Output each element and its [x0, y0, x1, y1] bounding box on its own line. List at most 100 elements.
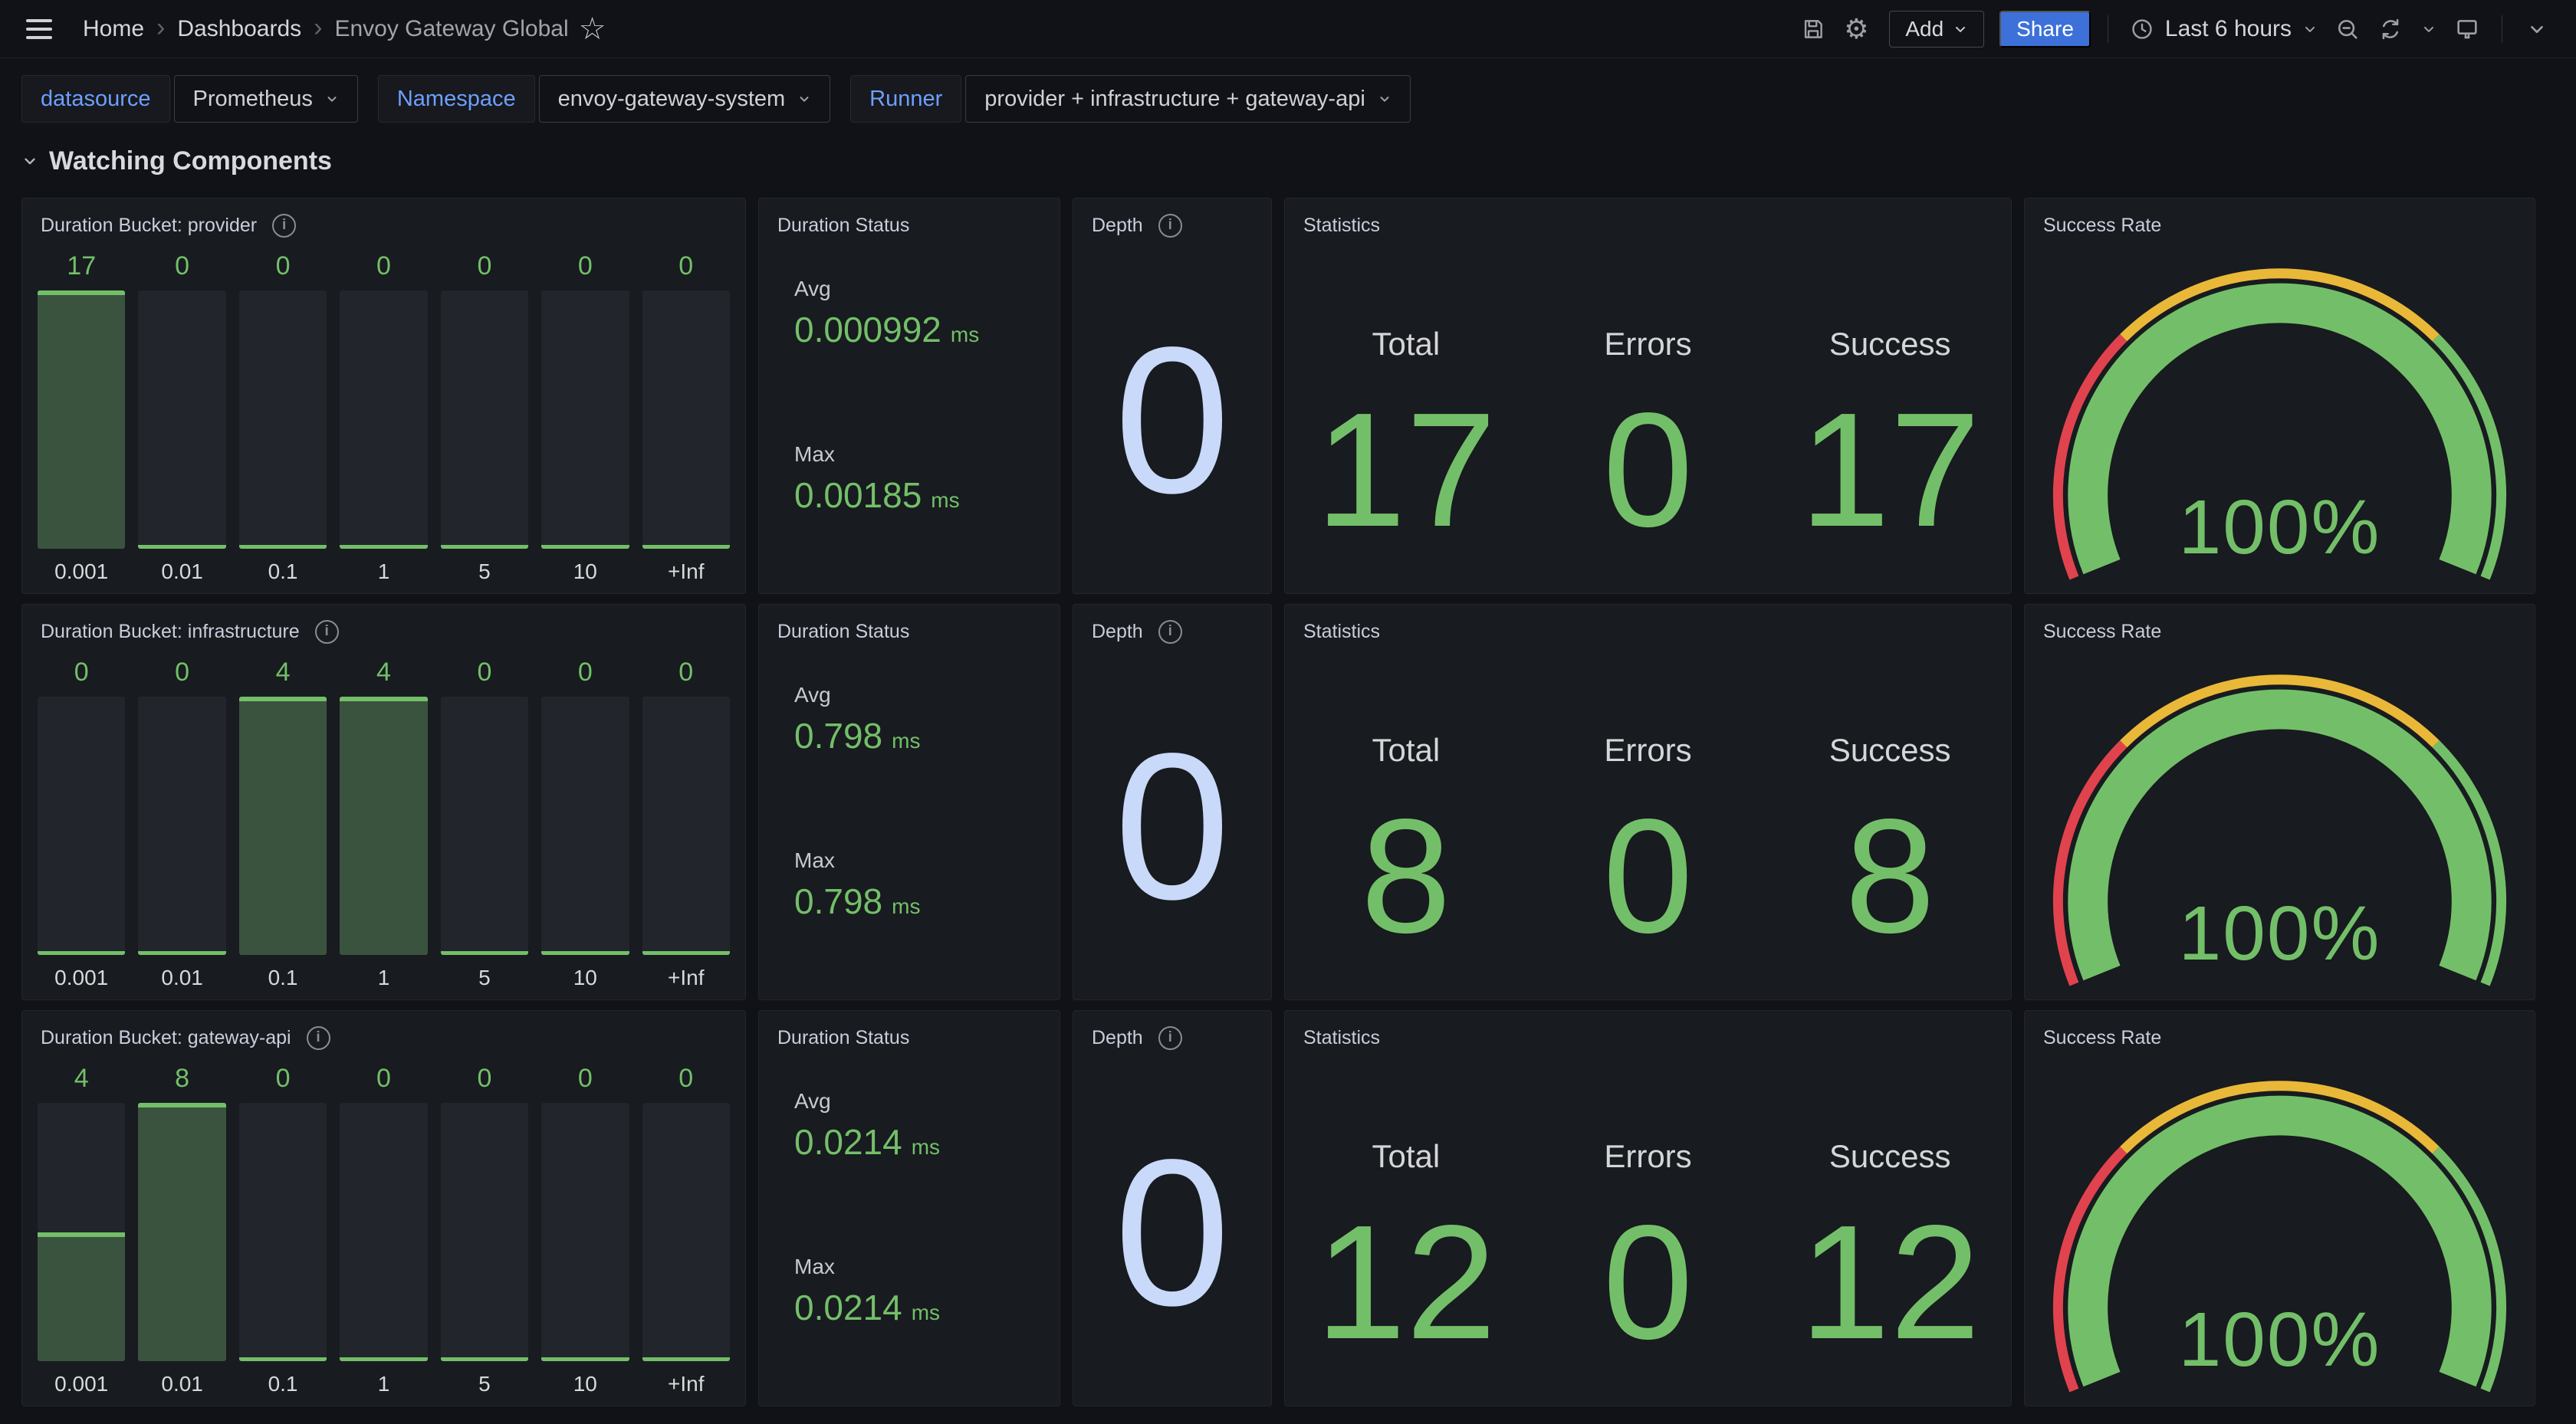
add-button[interactable]: Add: [1889, 10, 1985, 48]
info-icon[interactable]: i: [1158, 213, 1182, 238]
panel-header[interactable]: Depth i: [1073, 199, 1271, 246]
variable-label-runner[interactable]: Runner: [850, 75, 962, 123]
stat-value: 12: [1315, 1191, 1497, 1373]
chevron-down-icon: [2424, 26, 2433, 32]
info-icon[interactable]: i: [314, 619, 339, 644]
breadcrumb-dashboards[interactable]: Dashboards: [177, 15, 302, 41]
depth-stat: 0: [1073, 652, 1271, 999]
stat-value: 0.00185 ms: [794, 475, 960, 515]
panel-duration-bucket: Duration Bucket: infrastructure i 0 0.001…: [21, 604, 746, 1000]
variable-value-namespace[interactable]: envoy-gateway-system: [538, 75, 831, 123]
dashboard-variables-bar: datasource Prometheus Namespace envoy-ga…: [0, 58, 2576, 135]
zoom-out-time-button[interactable]: [2330, 11, 2365, 47]
bar-value-label: 0: [678, 251, 694, 281]
bucket-bar: 0 10: [541, 246, 629, 587]
panel-header[interactable]: Success Rate: [2025, 605, 2535, 652]
stat-label: Errors: [1604, 326, 1692, 362]
panel-header[interactable]: Depth i: [1073, 1011, 1271, 1058]
bucket-label: 0.1: [268, 559, 298, 583]
stat-label: Success: [1829, 732, 1951, 768]
favorite-star-button[interactable]: ☆: [575, 11, 610, 47]
panel-title: Depth: [1092, 214, 1143, 236]
stat-total: Total 12: [1285, 1138, 1527, 1406]
share-button[interactable]: Share: [1999, 10, 2091, 48]
collapse-toolbar-button[interactable]: [2519, 11, 2555, 47]
gauge-value: 100%: [2178, 484, 2381, 570]
bar-track: [541, 1103, 629, 1361]
panel-success-rate: Success Rate 100%: [2024, 198, 2535, 594]
stat-value: 12: [1799, 1191, 1981, 1373]
bar-fill: [138, 951, 226, 955]
panel-header[interactable]: Duration Status: [759, 605, 1060, 652]
panel-header[interactable]: Depth i: [1073, 605, 1271, 652]
bucket-label: 0.1: [268, 966, 298, 989]
stat-label: Total: [1372, 1138, 1441, 1174]
panel-title: Depth: [1092, 620, 1143, 642]
stat-label: Success: [1829, 326, 1951, 362]
info-icon[interactable]: i: [306, 1025, 330, 1050]
stat-value: 0.000992 ms: [794, 310, 980, 349]
info-icon[interactable]: i: [272, 213, 297, 238]
panel-header[interactable]: Statistics: [1285, 1011, 2011, 1058]
panel-header[interactable]: Success Rate: [2025, 1011, 2535, 1058]
bar-fill: [440, 1357, 529, 1361]
chevron-down-icon: [1380, 97, 1389, 102]
panel-depth: Depth i 0: [1073, 1010, 1272, 1406]
refresh-button[interactable]: [2373, 11, 2408, 47]
bucket-label: 0.001: [54, 559, 109, 583]
panel-header[interactable]: Duration Bucket: gateway-api i: [22, 1011, 745, 1058]
monitor-icon: [2457, 19, 2477, 38]
panel-header[interactable]: Success Rate: [2025, 199, 2535, 246]
bar-value-label: 0: [275, 1063, 291, 1093]
variable-datasource: datasource Prometheus: [21, 75, 358, 123]
panel-header[interactable]: Duration Status: [759, 1011, 1060, 1058]
panel-header[interactable]: Duration Status: [759, 199, 1060, 246]
success-rate-gauge: [2052, 268, 2507, 580]
panel-title: Depth: [1092, 1026, 1143, 1048]
variable-label-namespace[interactable]: Namespace: [377, 75, 535, 123]
menu-toggle-button[interactable]: [21, 11, 57, 47]
stat-value: 0: [1602, 785, 1694, 966]
bar-track: [340, 290, 428, 549]
stat-label: Avg: [794, 277, 831, 300]
bar-value-label: 0: [577, 657, 593, 687]
panel-header[interactable]: Statistics: [1285, 199, 2011, 246]
bar-track: [340, 697, 428, 955]
dashboard-grid: Duration Bucket: provider i 17 0.001 0 0.01…: [21, 198, 2555, 1406]
bar-value-label: 0: [577, 251, 593, 281]
breadcrumb-home[interactable]: Home: [83, 15, 145, 41]
stat-unit: ms: [931, 488, 960, 512]
variable-label-datasource[interactable]: datasource: [21, 75, 170, 123]
breadcrumb-separator-icon: ›: [156, 12, 166, 42]
info-icon[interactable]: i: [1158, 619, 1182, 644]
bar-track: [238, 1103, 327, 1361]
chevron-down-icon: [327, 97, 337, 102]
time-range-picker[interactable]: Last 6 hours: [2125, 16, 2322, 42]
panel-header[interactable]: Duration Bucket: infrastructure i: [22, 605, 745, 652]
dashboard-settings-button[interactable]: ⚙: [1838, 11, 1874, 47]
bucket-label: +Inf: [668, 1372, 705, 1396]
variable-value-runner[interactable]: provider + infrastructure + gateway-api: [965, 75, 1411, 123]
bucket-label: 1: [377, 1372, 390, 1396]
bar-fill: [238, 545, 327, 549]
bucket-bar: 0 0.1: [238, 1058, 327, 1399]
bucket-bar: 0 +Inf: [642, 246, 730, 587]
row-header-watching-components[interactable]: Watching Components: [0, 143, 2576, 179]
stat-total: Total 8: [1285, 732, 1527, 999]
panel-title: Statistics: [1303, 214, 1381, 236]
bucket-label: 0.01: [161, 1372, 203, 1396]
panel-header[interactable]: Statistics: [1285, 605, 2011, 652]
panel-title: Duration Status: [777, 1026, 910, 1048]
bucket-bar: 0 10: [541, 1058, 629, 1399]
panel-title: Duration Bucket: gateway-api: [41, 1026, 291, 1048]
kiosk-mode-button[interactable]: [2450, 11, 2485, 47]
bar-fill: [38, 951, 126, 955]
save-dashboard-button[interactable]: [1796, 11, 1831, 47]
variable-value-datasource[interactable]: Prometheus: [173, 75, 358, 123]
stat-value: 0.798 ms: [794, 716, 921, 756]
stat-label: Avg: [794, 683, 831, 707]
panel-header[interactable]: Duration Bucket: provider i: [22, 199, 745, 246]
info-icon[interactable]: i: [1158, 1025, 1182, 1050]
refresh-interval-dropdown[interactable]: [2416, 11, 2442, 47]
depth-value: 0: [1114, 709, 1230, 943]
